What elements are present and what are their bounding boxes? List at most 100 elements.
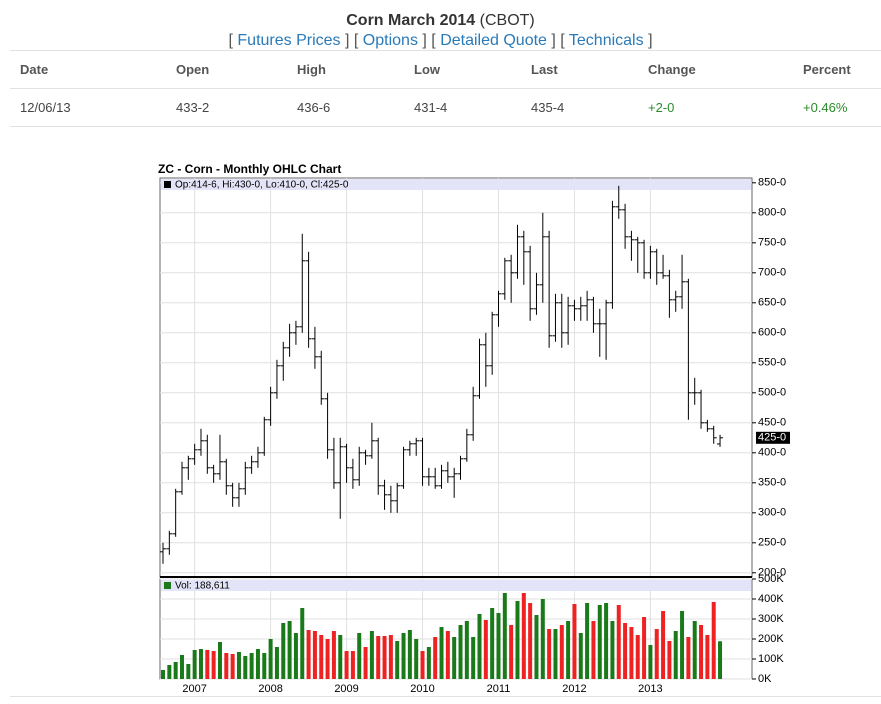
volume-bar <box>654 629 659 679</box>
volume-bar <box>686 637 691 679</box>
chart-title: ZC - Corn - Monthly OHLC Chart <box>158 162 341 176</box>
bracket: ] <box>422 32 427 49</box>
y-tick-label: 0K <box>758 673 772 685</box>
volume-bar <box>553 629 558 679</box>
bracket: [ <box>560 32 565 49</box>
bracket: [ <box>353 32 359 49</box>
bracket: ] <box>344 32 350 49</box>
last-price-label: 425-0 <box>758 432 786 444</box>
y-tick-label: 700-0 <box>758 267 786 279</box>
y-tick-label: 200-0 <box>758 567 786 579</box>
title-exchange: (CBOT) <box>479 12 535 29</box>
y-tick-label: 450-0 <box>758 417 786 429</box>
volume-bar <box>186 664 191 679</box>
volume-bar <box>591 621 596 679</box>
legend-swatch <box>164 181 171 188</box>
volume-bar <box>471 637 476 679</box>
bracket: ] <box>648 32 653 49</box>
volume-bar <box>420 651 425 679</box>
volume-bar <box>515 601 520 679</box>
table-cell: 435-4 <box>531 100 565 115</box>
y-tick-label: 550-0 <box>758 357 786 369</box>
volume-bar <box>161 670 165 679</box>
volume-bar <box>610 621 615 679</box>
column-header: Change <box>648 62 696 77</box>
y-tick-label: 300K <box>758 613 784 625</box>
volume-bar <box>585 603 590 679</box>
x-tick-label: 2010 <box>410 683 434 695</box>
column-header: Date <box>20 62 49 77</box>
volume-bar <box>648 645 653 679</box>
volume-bar <box>300 608 305 679</box>
volume-bar <box>566 621 571 679</box>
y-tick-label: 100K <box>758 653 784 665</box>
volume-bar <box>572 604 577 679</box>
volume-bar <box>661 611 666 679</box>
y-tick-label: 250-0 <box>758 537 786 549</box>
bracket: [ <box>228 32 233 49</box>
divider <box>10 50 881 51</box>
volume-bar <box>502 593 507 679</box>
volume-bar <box>192 650 197 679</box>
volume-bar <box>350 651 355 679</box>
table-cell: +2-0 <box>648 100 675 115</box>
volume-bar <box>680 611 685 679</box>
volume-bar <box>547 629 552 679</box>
bracket: ] <box>551 32 556 49</box>
volume-bar <box>578 633 583 679</box>
divider <box>10 696 881 697</box>
y-tick-label: 400K <box>758 593 784 605</box>
volume-bar <box>224 653 229 679</box>
volume-bar <box>445 631 450 679</box>
legend-text: Op:414-6, Hi:430-0, Lo:410-0, Cl:425-0 <box>175 180 349 191</box>
volume-bar <box>667 641 672 679</box>
x-tick-label: 2013 <box>638 683 662 695</box>
volume-bar <box>268 639 273 679</box>
volume-bar <box>597 605 602 679</box>
volume-bar <box>559 625 564 679</box>
column-header: Last <box>531 62 558 77</box>
x-tick-label: 2008 <box>258 683 282 695</box>
volume-bar <box>338 635 343 679</box>
volume-bar <box>262 653 267 679</box>
volume-bar <box>306 630 311 679</box>
volume-bar <box>534 615 539 679</box>
volume-bar <box>433 637 438 679</box>
volume-bar <box>483 620 488 679</box>
y-tick-label: 350-0 <box>758 477 786 489</box>
volume-bar <box>249 653 254 679</box>
table-cell: +0.46% <box>803 100 848 115</box>
page-title: Corn March 2014 (CBOT) <box>0 12 881 30</box>
volume-bar <box>642 617 647 679</box>
column-header: Open <box>176 62 210 77</box>
volume-bar <box>363 647 368 679</box>
nav-link[interactable]: Options <box>362 32 418 49</box>
volume-bar <box>426 647 431 679</box>
y-tick-label: 500-0 <box>758 387 786 399</box>
volume-bar <box>312 631 317 679</box>
volume-bar <box>718 641 723 679</box>
volume-bar <box>211 651 216 679</box>
volume-bar <box>407 630 412 679</box>
volume-bar <box>629 627 634 679</box>
title-main: Corn March 2014 <box>346 12 476 29</box>
volume-bar <box>401 633 406 679</box>
volume-bar <box>217 642 222 679</box>
y-tick-label: 400-0 <box>758 447 786 459</box>
y-tick-label: 500K <box>758 573 784 585</box>
volume-bar <box>705 635 710 679</box>
nav-link[interactable]: Technicals <box>568 32 644 49</box>
nav-link[interactable]: Detailed Quote <box>440 32 547 49</box>
volume-bar <box>540 599 545 679</box>
volume-bar <box>281 623 286 679</box>
divider <box>10 126 881 127</box>
volume-bar <box>711 602 716 679</box>
y-tick-label: 200K <box>758 633 784 645</box>
volume-bar <box>376 636 381 679</box>
table-cell: 12/06/13 <box>20 100 71 115</box>
volume-bar <box>490 608 495 679</box>
column-header: Percent <box>803 62 851 77</box>
nav-link[interactable]: Futures Prices <box>237 32 341 49</box>
